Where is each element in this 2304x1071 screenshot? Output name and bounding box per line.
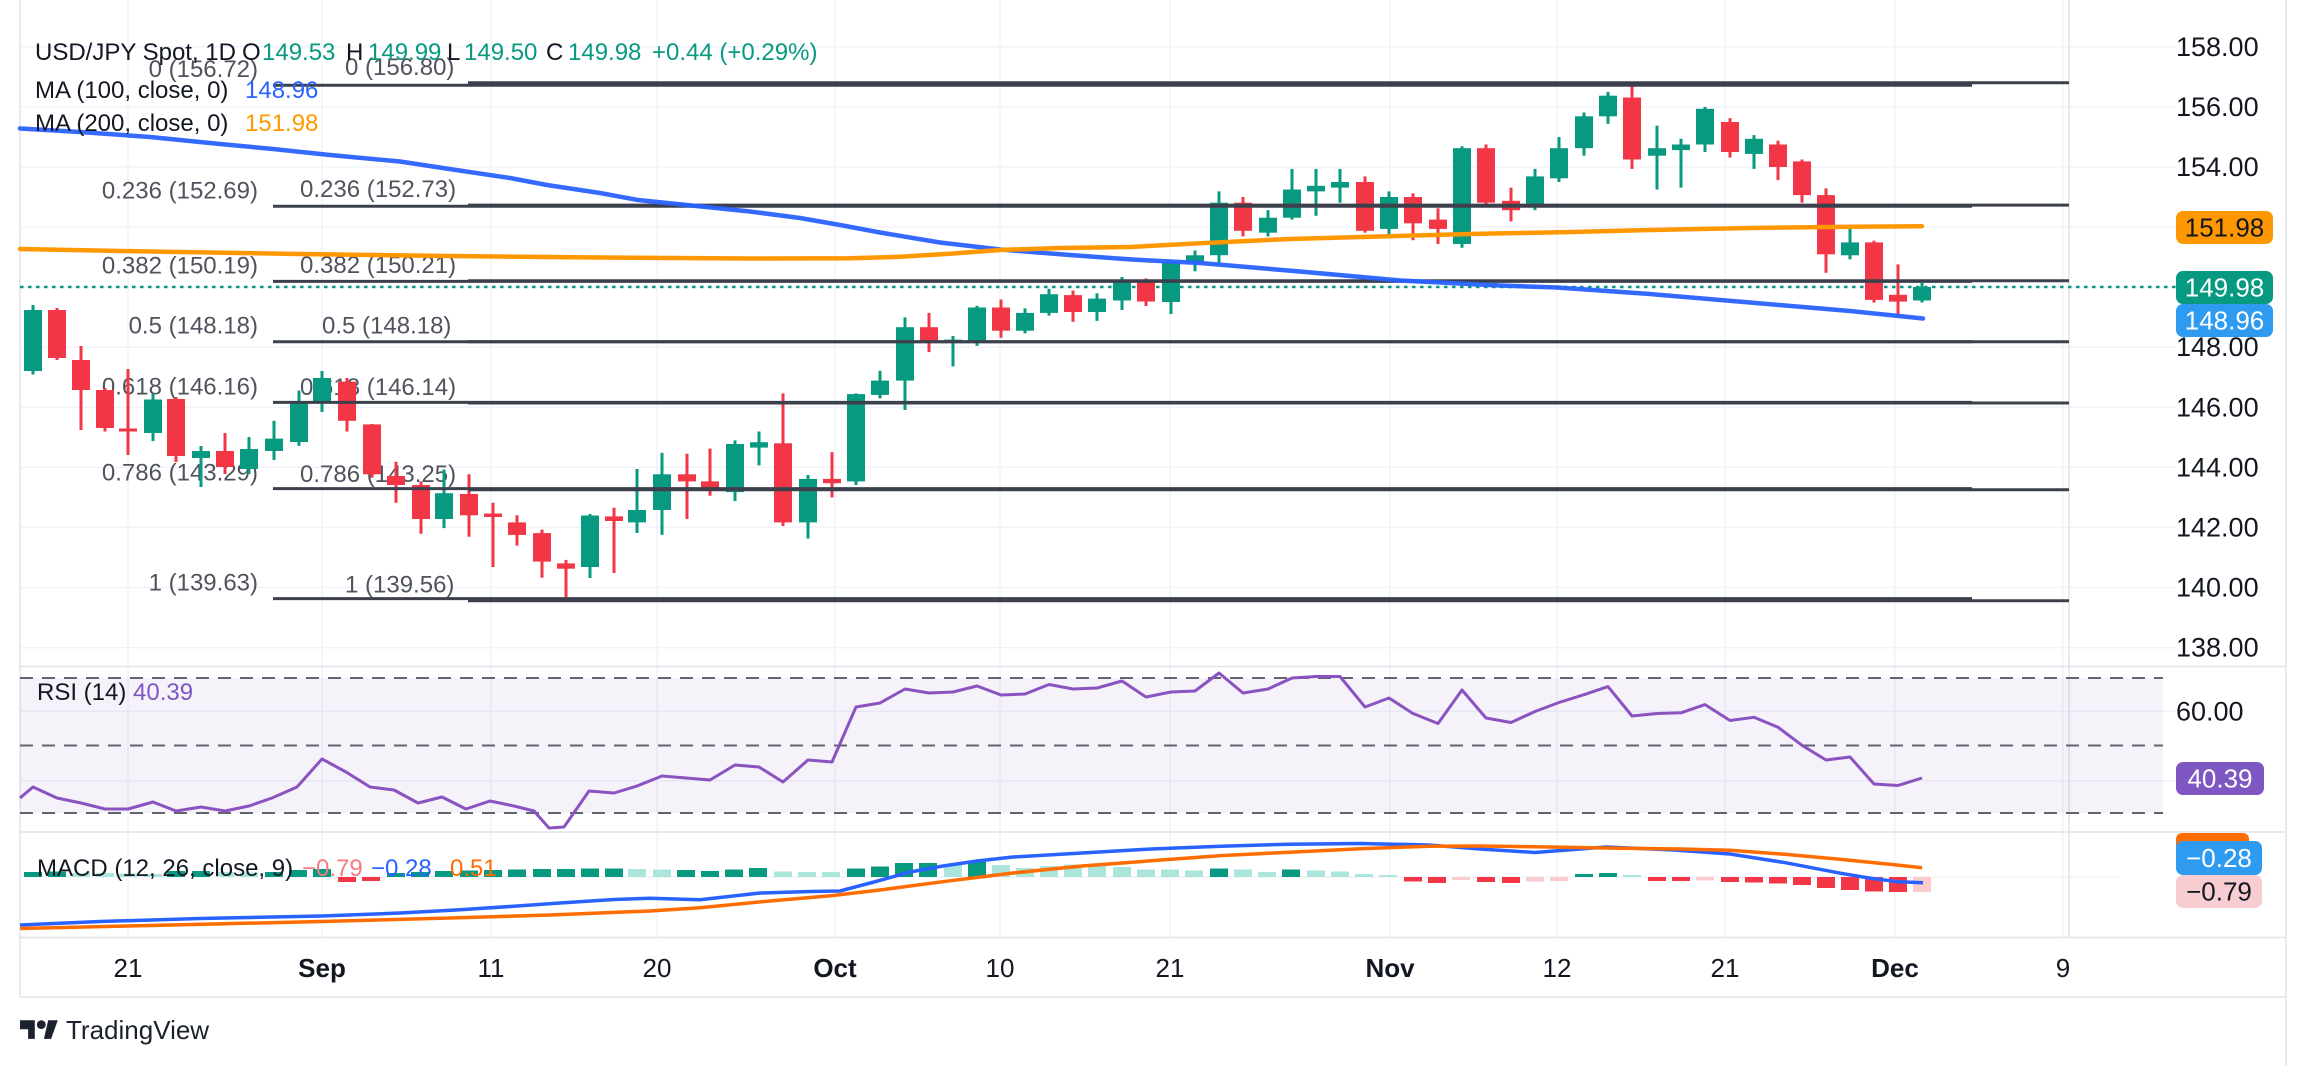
svg-text:O: O [242,39,261,66]
svg-text:TradingView: TradingView [66,1015,209,1045]
svg-text:149.53: 149.53 [262,39,335,66]
svg-text:9: 9 [2056,953,2070,983]
svg-text:−0.79: −0.79 [302,855,363,882]
svg-text:0 (156.72): 0 (156.72) [149,56,258,83]
svg-text:20: 20 [643,953,672,983]
svg-text:142.00: 142.00 [2176,512,2259,542]
svg-text:1 (139.56): 1 (139.56) [345,572,454,599]
svg-text:11: 11 [478,953,505,983]
svg-text:1 (139.63): 1 (139.63) [149,570,258,597]
svg-text:L: L [447,39,460,66]
svg-text:USD/JPY Spot, 1D: USD/JPY Spot, 1D [35,39,236,66]
svg-text:RSI (14): RSI (14) [37,679,126,706]
svg-text:0.236 (152.69): 0.236 (152.69) [102,177,258,204]
svg-text:151.98: 151.98 [245,110,318,137]
svg-text:0.382 (150.19): 0.382 (150.19) [102,252,258,279]
svg-text:60.00: 60.00 [2176,696,2244,726]
svg-text:+0.44 (+0.29%): +0.44 (+0.29%) [652,39,817,66]
svg-text:151.98: 151.98 [2185,213,2265,243]
svg-text:0.786 (143.29): 0.786 (143.29) [102,460,258,487]
svg-text:0.618 (146.16): 0.618 (146.16) [102,373,258,400]
svg-text:40.39: 40.39 [2187,764,2252,794]
svg-text:12: 12 [1543,953,1572,983]
svg-text:146.00: 146.00 [2176,392,2259,422]
svg-text:10: 10 [986,953,1015,983]
svg-text:138.00: 138.00 [2176,633,2259,663]
svg-text:149.99: 149.99 [368,39,441,66]
svg-text:0 (156.80): 0 (156.80) [345,54,454,81]
svg-text:−0.28: −0.28 [371,855,432,882]
svg-text:144.00: 144.00 [2176,452,2259,482]
svg-text:MACD (12, 26, close, 9): MACD (12, 26, close, 9) [37,855,293,882]
svg-text:0.236 (152.73): 0.236 (152.73) [300,176,456,203]
svg-text:140.00: 140.00 [2176,573,2259,603]
svg-text:0.5 (148.18): 0.5 (148.18) [129,313,258,340]
svg-text:148.00: 148.00 [2176,332,2259,362]
svg-text:154.00: 154.00 [2176,152,2259,182]
svg-text:40.39: 40.39 [133,679,193,706]
svg-text:149.98: 149.98 [2185,273,2265,303]
svg-text:148.96: 148.96 [2185,306,2265,336]
svg-text:H: H [346,39,363,66]
svg-text:−0.28: −0.28 [2186,843,2252,873]
svg-text:21: 21 [114,953,143,983]
svg-text:149.50: 149.50 [464,39,537,66]
svg-text:MA (200, close, 0): MA (200, close, 0) [35,110,228,137]
svg-text:Dec: Dec [1871,953,1919,983]
svg-text:148.96: 148.96 [245,77,318,104]
svg-text:21: 21 [1711,953,1740,983]
svg-text:158.00: 158.00 [2176,32,2259,62]
svg-text:Sep: Sep [298,953,346,983]
svg-text:−0.79: −0.79 [2186,877,2252,907]
svg-text:MA (100, close, 0): MA (100, close, 0) [35,77,228,104]
svg-text:Nov: Nov [1365,953,1415,983]
svg-text:0.51: 0.51 [450,855,497,882]
svg-text:156.00: 156.00 [2176,92,2259,122]
svg-text:21: 21 [1156,953,1185,983]
svg-text:C: C [546,39,563,66]
svg-text:0.5 (148.18): 0.5 (148.18) [322,313,451,340]
svg-text:Oct: Oct [813,953,857,983]
svg-text:149.98: 149.98 [568,39,641,66]
